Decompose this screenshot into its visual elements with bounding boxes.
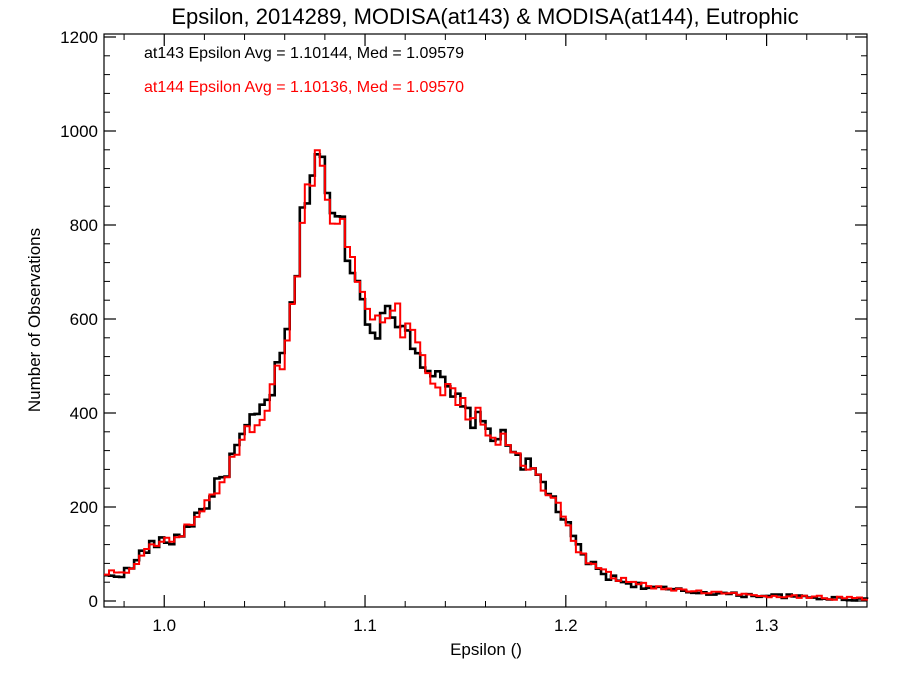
series-at143-line [104, 153, 869, 602]
plot-frame [103, 33, 868, 608]
y-tick-label: 1000 [60, 122, 98, 141]
annotation-at143: at143 Epsilon Avg = 1.10144, Med = 1.095… [144, 45, 464, 62]
y-tick-label: 200 [70, 498, 98, 517]
y-tick-label: 600 [70, 310, 98, 329]
series-layer [104, 149, 869, 602]
x-tick-label: 1.0 [152, 616, 176, 635]
x-tick-label: 1.1 [353, 616, 377, 635]
x-axis-title: Epsilon () [450, 640, 522, 659]
y-axis: 0 200 400 600 800 1000 1200 [60, 28, 867, 611]
y-tick-label: 0 [89, 592, 98, 611]
chart-title: Epsilon, 2014289, MODISA(at143) & MODISA… [171, 4, 798, 29]
x-tick-label: 1.2 [554, 616, 578, 635]
y-tick-label: 1200 [60, 28, 98, 47]
x-axis: 1.0 1.1 1.2 1.3 [123, 34, 848, 635]
x-tick-label: 1.3 [755, 616, 779, 635]
y-axis-title: Number of Observations [25, 228, 44, 412]
y-tick-label: 400 [70, 404, 98, 423]
annotation-at144: at144 Epsilon Avg = 1.10136, Med = 1.095… [144, 79, 464, 96]
series-at144-line [104, 149, 868, 601]
y-tick-label: 800 [70, 216, 98, 235]
